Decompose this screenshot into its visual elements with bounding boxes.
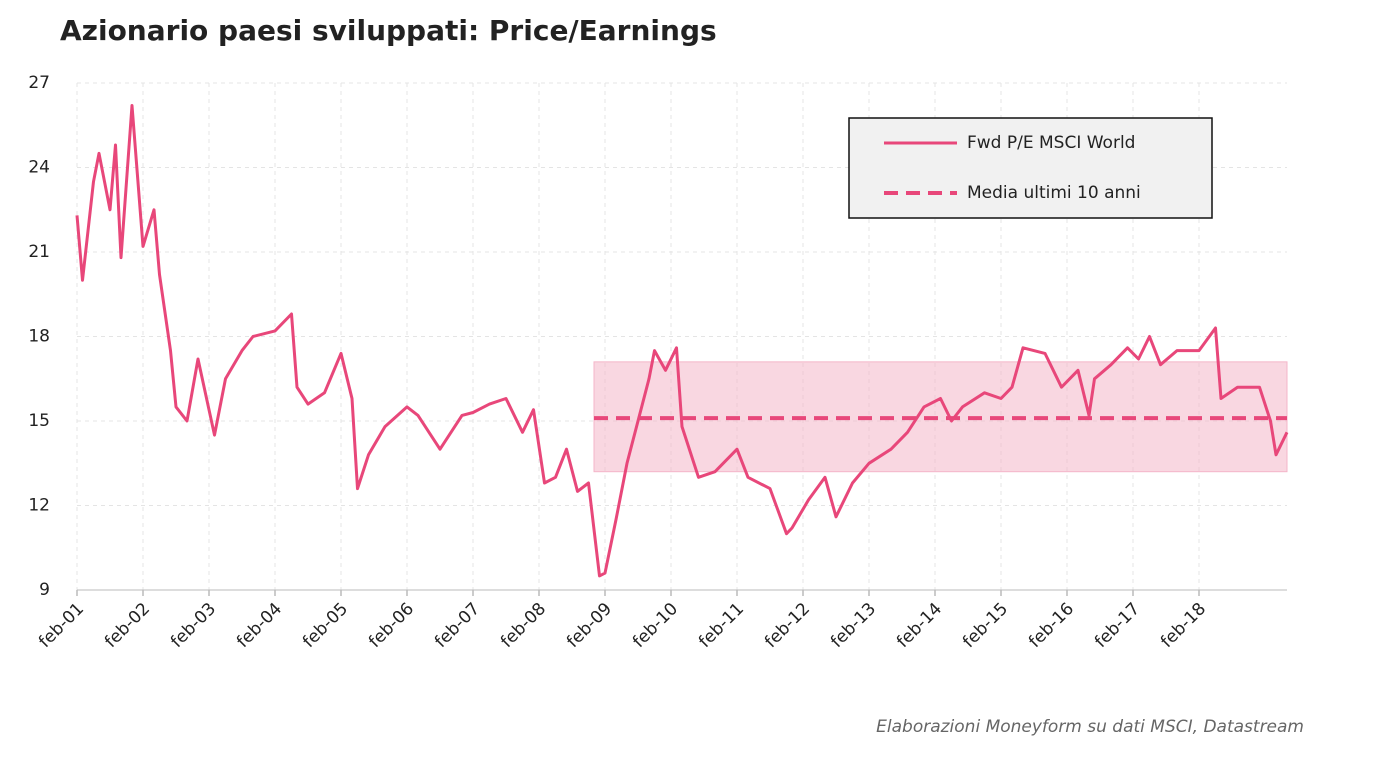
y-tick-label: 24 [28, 158, 50, 178]
legend-label: Media ultimi 10 anni [967, 183, 1141, 203]
x-tick-label: feb-03 [167, 599, 220, 652]
x-tick-label: feb-01 [35, 599, 88, 652]
x-tick-label: feb-08 [497, 599, 550, 652]
x-tick-label: feb-10 [629, 599, 682, 652]
x-tick-label: feb-15 [959, 599, 1012, 652]
series-line [75, 104, 1289, 578]
source-note: Elaborazioni Moneyform su dati MSCI, Dat… [876, 717, 1304, 737]
legend-label: Fwd P/E MSCI World [967, 133, 1135, 153]
x-tick-label: feb-16 [1025, 599, 1078, 652]
x-tick-label: feb-06 [365, 599, 418, 652]
x-tick-label: feb-09 [563, 599, 616, 652]
x-tick-label: feb-13 [827, 599, 880, 652]
y-tick-label: 12 [28, 496, 50, 516]
x-tick-label: feb-02 [101, 599, 154, 652]
x-tick-label: feb-17 [1091, 599, 1144, 652]
y-tick-label: 21 [28, 242, 50, 262]
legend-box [848, 117, 1213, 219]
x-tick-label: feb-12 [761, 599, 814, 652]
x-tick-label: feb-04 [233, 599, 286, 652]
x-tick-label: feb-07 [431, 599, 484, 652]
x-tick-label: feb-18 [1157, 599, 1210, 652]
chart-title: Azionario paesi sviluppati: Price/Earnin… [60, 14, 717, 47]
y-tick-label: 27 [28, 73, 50, 93]
y-tick-label: 9 [39, 580, 50, 600]
x-tick-label: feb-05 [299, 599, 352, 652]
band [593, 361, 1288, 473]
y-tick-label: 18 [28, 327, 50, 347]
y-tick-label: 15 [28, 411, 50, 431]
x-tick-label: feb-11 [695, 599, 748, 652]
x-tick-label: feb-14 [893, 599, 946, 652]
